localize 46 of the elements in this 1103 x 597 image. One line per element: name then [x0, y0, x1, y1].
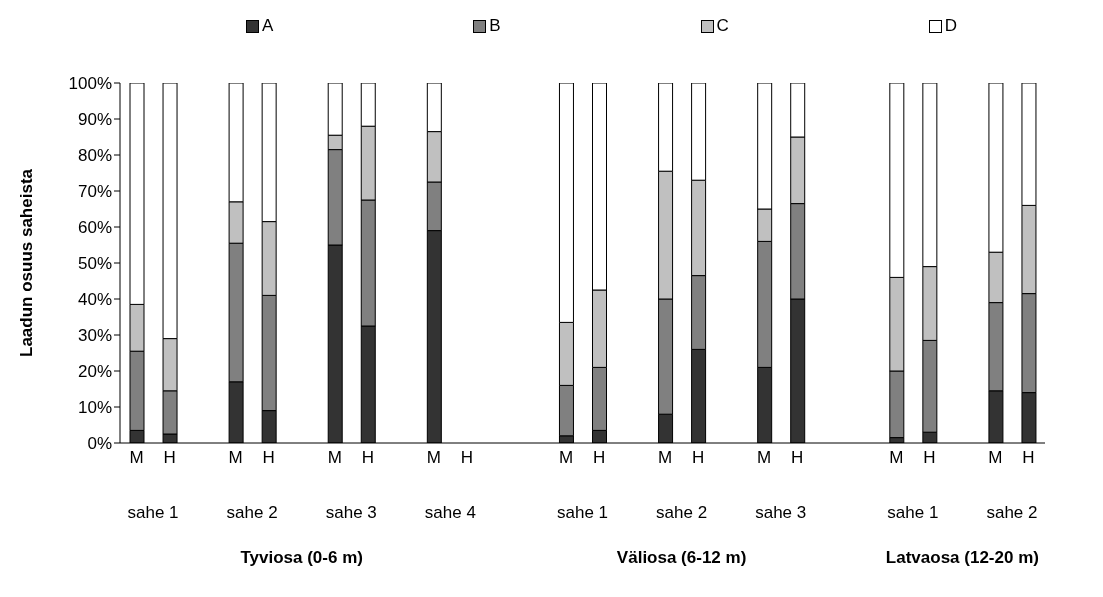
x-tick-label: M [757, 448, 772, 468]
x-tick-label: M [889, 448, 904, 468]
x-tick-label: M [658, 448, 673, 468]
x-tick-label: M [426, 448, 441, 468]
text: sahe 3 [754, 503, 808, 523]
y-tick-label: 20% [77, 362, 112, 382]
text: sahe 1 [555, 503, 609, 523]
y-tick-label: 10% [77, 398, 112, 418]
y-tick-label: 100% [68, 74, 112, 94]
x-tick-label: H [1022, 448, 1035, 468]
x-tick-label: M [988, 448, 1003, 468]
text: sahe 3 [324, 503, 378, 523]
y-tick-label: 40% [77, 290, 112, 310]
x-tick-label: H [592, 448, 606, 468]
x-tick-label: H [791, 448, 804, 468]
y-tick-label: 90% [77, 110, 112, 130]
text: Latvaosa (12-20 m) [884, 548, 1040, 568]
text: sahe 2 [225, 503, 279, 523]
x-tick-label: H [923, 448, 936, 468]
x-tick-label: H [262, 448, 275, 468]
text: Tyviosa (0-6 m) [239, 548, 364, 568]
legend-label: A [260, 16, 274, 36]
text: sahe 4 [423, 503, 477, 523]
legend-label: C [715, 16, 729, 36]
text: Väliosa (6-12 m) [615, 548, 748, 568]
legend-label: B [488, 16, 501, 36]
y-tick-label: 60% [77, 218, 112, 238]
text: sahe 2 [655, 503, 709, 523]
x-tick-label: M [558, 448, 574, 468]
x-tick-label: H [163, 448, 176, 468]
y-axis-title: Laadun osuus saheista [17, 168, 37, 357]
y-tick-label: 50% [77, 254, 112, 274]
text: sahe 1 [886, 503, 940, 523]
y-tick-label: 70% [77, 182, 112, 202]
x-tick-label: H [460, 448, 474, 468]
text: sahe 2 [985, 503, 1039, 523]
text: sahe 1 [126, 503, 180, 523]
x-tick-label: M [228, 448, 243, 468]
x-tick-label: H [361, 448, 374, 468]
y-tick-label: 0% [87, 434, 112, 454]
x-tick-label: M [129, 448, 144, 468]
x-tick-label: H [691, 448, 705, 468]
y-tick-label: 80% [77, 146, 112, 166]
legend-label: D [943, 16, 958, 36]
x-tick-label: M [327, 448, 342, 468]
y-tick-label: 30% [77, 326, 112, 346]
